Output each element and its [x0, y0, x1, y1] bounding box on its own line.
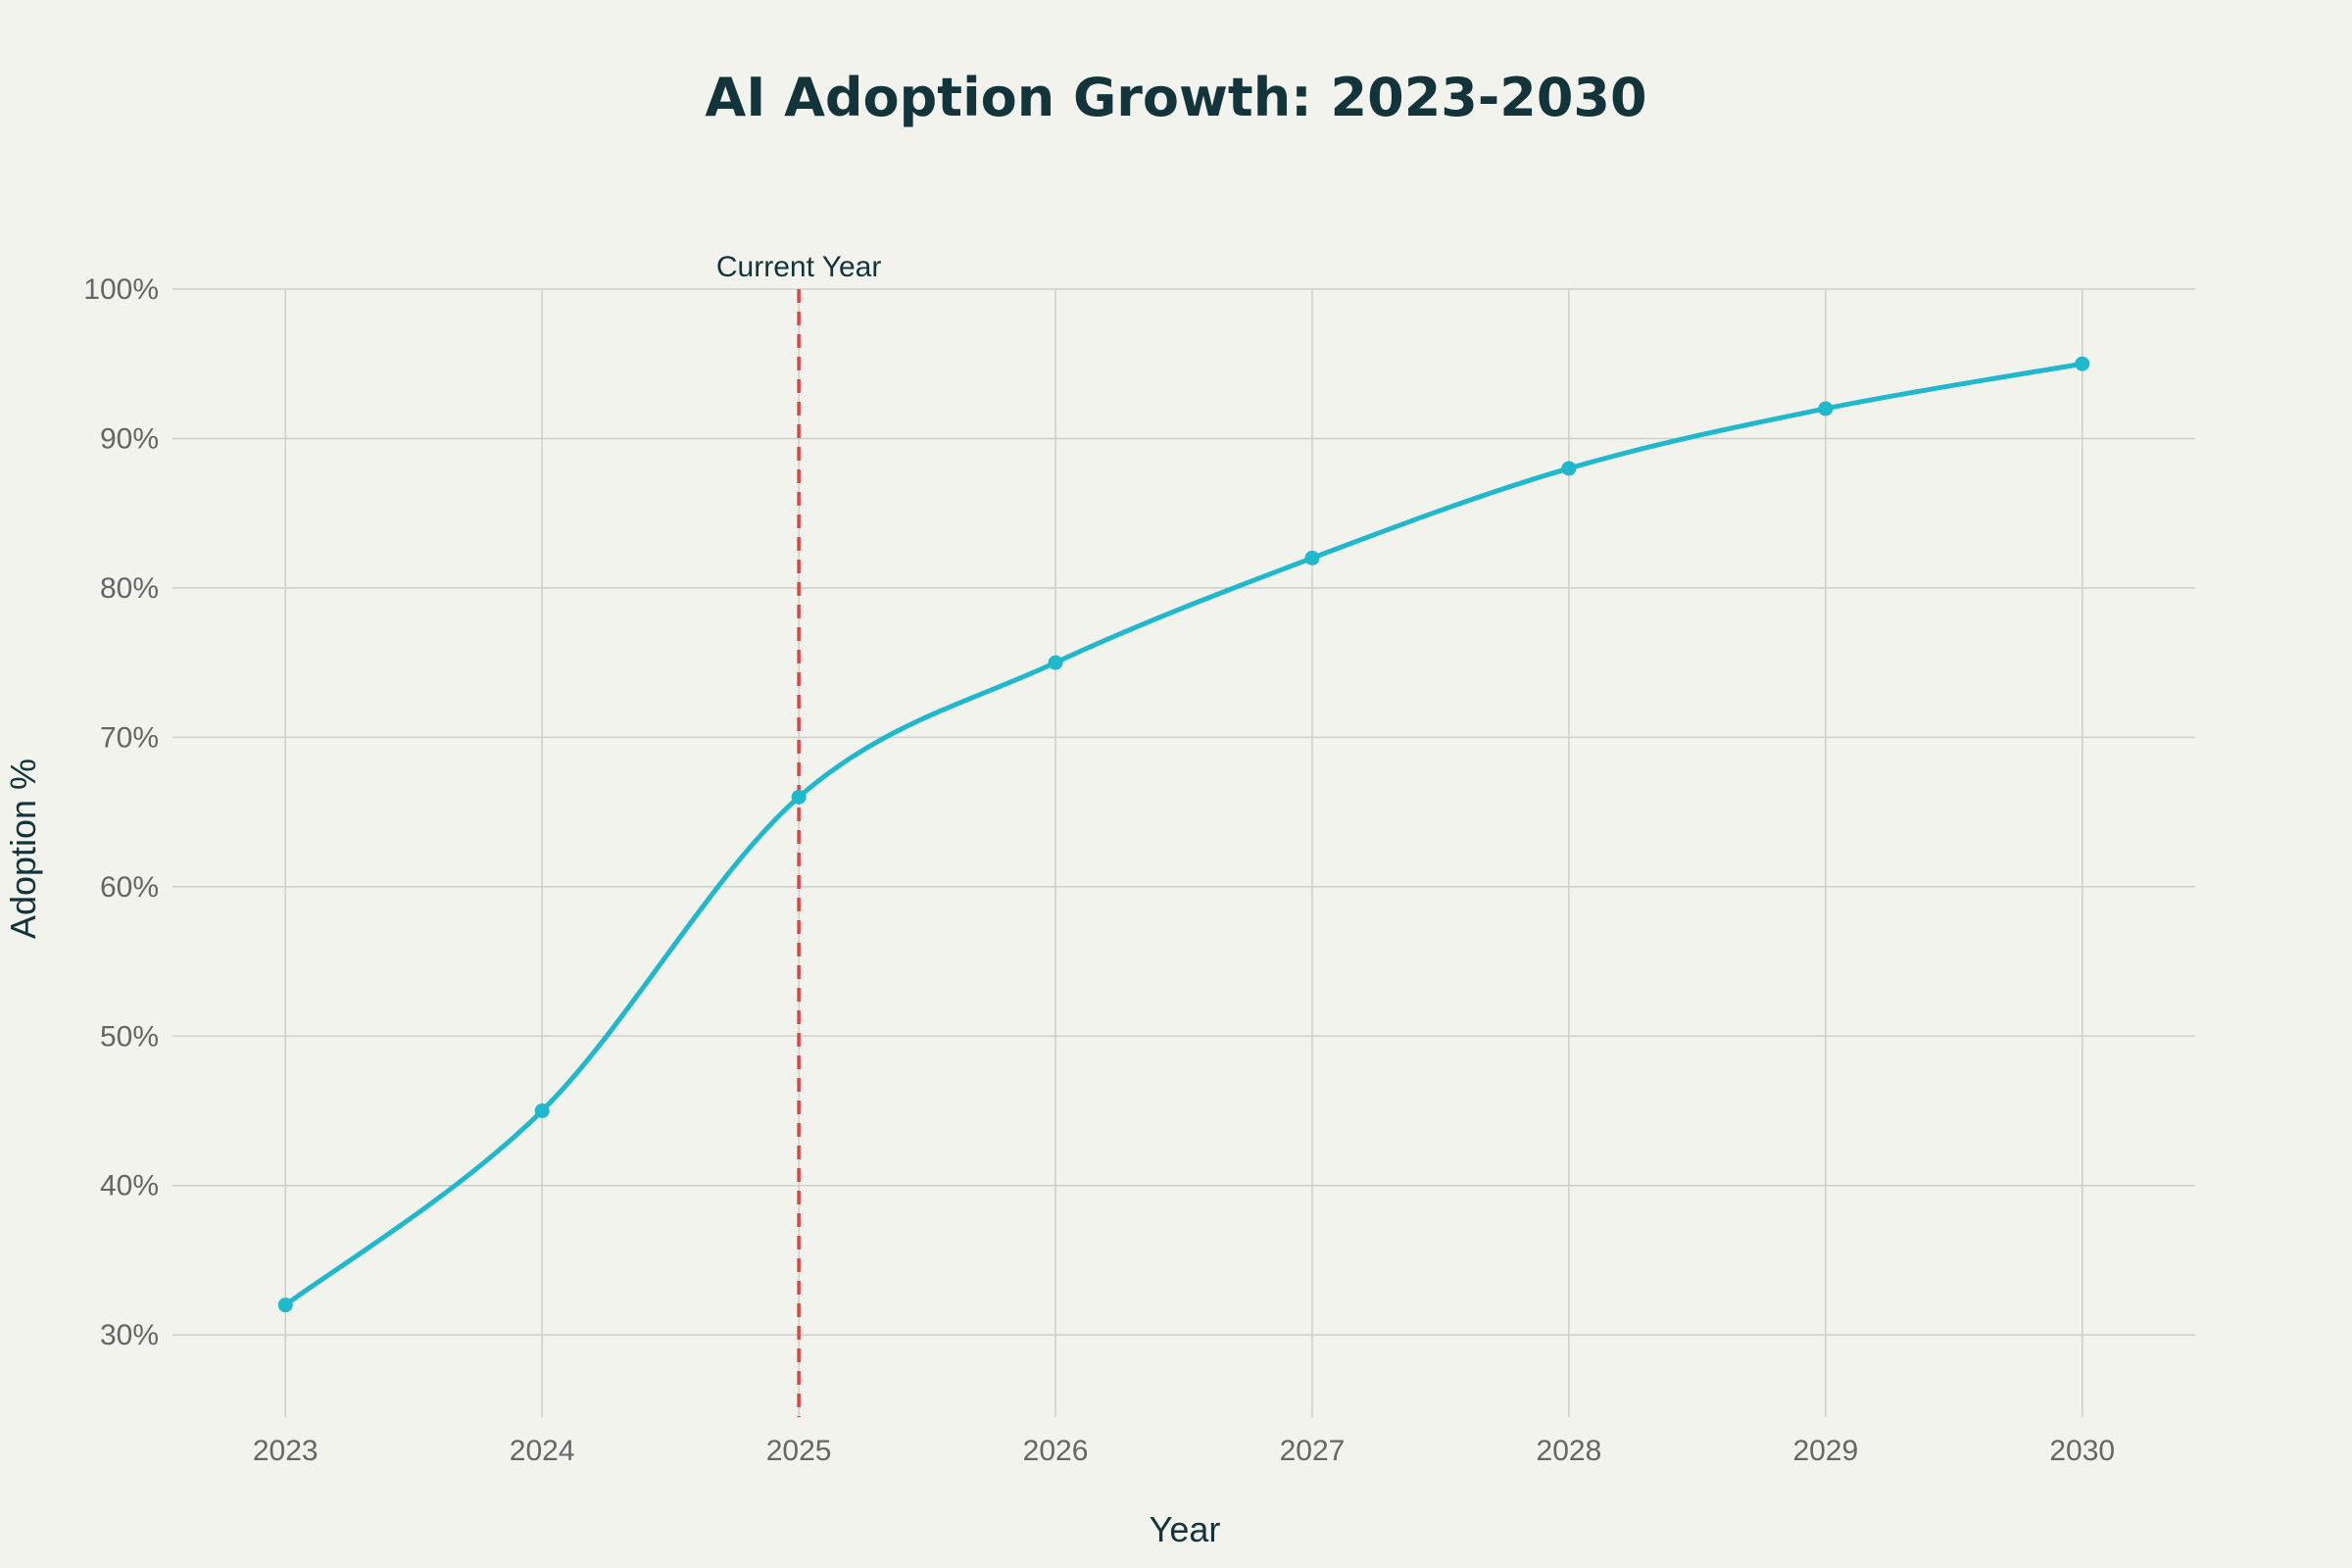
x-tick-label: 2030 [2049, 1435, 2115, 1467]
data-point [1818, 401, 1834, 416]
data-point [277, 1298, 293, 1313]
x-tick-label: 2026 [1023, 1435, 1089, 1467]
chart-title: AI Adoption Growth: 2023-2030 [705, 67, 1646, 128]
y-tick-label: 80% [100, 572, 159, 605]
x-tick-label: 2028 [1537, 1435, 1602, 1467]
series-group [277, 356, 2090, 1313]
y-tick-label: 50% [100, 1020, 159, 1053]
y-tick-label: 60% [100, 871, 159, 904]
y-tick-label: 40% [100, 1170, 159, 1202]
y-tick-label: 70% [100, 721, 159, 754]
current-year-line-group: Current Year [716, 251, 881, 1417]
x-tick-label: 2029 [1792, 1435, 1858, 1467]
series-line [283, 361, 2083, 1307]
x-tick-label: 2025 [766, 1435, 832, 1467]
y-tick-labels: 30% 40% 50% 60% 70% 80% 90% 100% [83, 273, 159, 1351]
y-tick-label: 90% [100, 422, 159, 455]
data-point [534, 1102, 550, 1118]
data-point [2075, 356, 2090, 371]
data-point [1048, 655, 1063, 670]
x-tick-label: 2023 [253, 1435, 318, 1467]
data-point [791, 789, 807, 805]
y-tick-label: 30% [100, 1319, 159, 1351]
grid [172, 288, 2195, 1417]
x-tick-label: 2027 [1280, 1435, 1346, 1467]
x-tick-labels: 2023 2024 2025 2026 2027 2028 2029 2030 [253, 1435, 2115, 1467]
x-tick-label: 2024 [510, 1435, 575, 1467]
data-point [1561, 461, 1577, 476]
y-axis-title: Adoption % [3, 759, 43, 939]
x-axis-title: Year [1150, 1509, 1221, 1549]
data-point [1304, 550, 1320, 565]
y-tick-label: 100% [83, 273, 159, 306]
current-year-label: Current Year [716, 251, 881, 283]
